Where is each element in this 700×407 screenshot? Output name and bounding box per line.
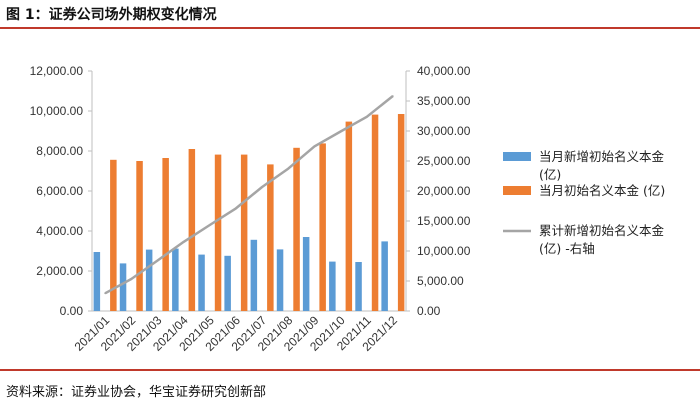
cumulative-point bbox=[313, 145, 316, 148]
right-tick-label: 35,000.00 bbox=[417, 94, 471, 108]
right-tick-label: 40,000.00 bbox=[417, 64, 471, 78]
right-tick-label: 25,000.00 bbox=[417, 154, 471, 168]
bar-new bbox=[93, 252, 101, 311]
cumulative-point bbox=[339, 130, 342, 133]
cumulative-line bbox=[104, 95, 394, 295]
bar-initial bbox=[110, 159, 117, 311]
bar-new bbox=[302, 237, 310, 311]
cumulative-point bbox=[156, 259, 159, 262]
left-tick-label: 4,000.00 bbox=[36, 224, 83, 238]
bar-new bbox=[276, 249, 284, 311]
right-tick-label: 0.00 bbox=[417, 304, 441, 318]
source-note: 资料来源：证券业协会，华宝证券研究创新部 bbox=[6, 385, 267, 400]
bar-initial bbox=[293, 147, 300, 311]
bar-new bbox=[224, 255, 231, 311]
bar-initial bbox=[371, 114, 379, 311]
bar-initial bbox=[397, 114, 405, 311]
legend-label: (亿) -右轴 bbox=[539, 241, 595, 256]
bar-new bbox=[172, 248, 179, 311]
legend-label: 当月初始名义本金 (亿) bbox=[539, 183, 665, 198]
left-tick-label: 0.00 bbox=[60, 304, 84, 318]
cumulative-point bbox=[366, 116, 368, 118]
cumulative-point bbox=[392, 95, 394, 97]
bar-new bbox=[381, 241, 388, 311]
left-tick-label: 2,000.00 bbox=[36, 264, 83, 278]
bar-initial bbox=[240, 154, 248, 311]
bar-new bbox=[250, 239, 258, 311]
figure-title: 图 1：证券公司场外期权变化情况 bbox=[6, 7, 217, 23]
left-tick-label: 6,000.00 bbox=[36, 184, 83, 198]
legend-label: (亿) bbox=[539, 167, 561, 182]
legend-label: 累计新增初始名义本金 bbox=[539, 223, 665, 238]
bar-initial bbox=[345, 121, 353, 311]
right-tick-label: 5,000.00 bbox=[417, 274, 464, 288]
cumulative-point bbox=[261, 186, 263, 188]
left-tick-label: 10,000.00 bbox=[30, 104, 84, 118]
bar-new bbox=[119, 263, 127, 311]
right-tick-label: 15,000.00 bbox=[417, 214, 471, 228]
top-divider bbox=[0, 27, 700, 29]
legend-label: 当月新增初始名义本金 bbox=[539, 149, 665, 164]
bar-new bbox=[198, 254, 205, 311]
bar-initial bbox=[188, 149, 196, 311]
legend-swatch bbox=[503, 186, 531, 195]
line-group bbox=[104, 95, 394, 295]
cumulative-point bbox=[209, 224, 211, 226]
bar-initial bbox=[162, 158, 169, 311]
legend-swatch bbox=[503, 152, 531, 161]
left-tick-label: 8,000.00 bbox=[36, 144, 83, 158]
right-tick-label: 30,000.00 bbox=[417, 124, 471, 138]
left-tick-label: 12,000.00 bbox=[30, 64, 84, 78]
bar-new bbox=[145, 249, 153, 311]
chart: 0.00 2,000.00 4,000.00 6,000.00 8,000.00 10,0… bbox=[30, 64, 666, 354]
cumulative-point bbox=[130, 278, 133, 280]
right-tick-label: 20,000.00 bbox=[417, 184, 471, 198]
cumulative-point bbox=[104, 292, 106, 295]
bar-new bbox=[355, 262, 362, 311]
cumulative-point bbox=[287, 167, 290, 170]
bar-initial bbox=[214, 154, 222, 311]
bars-group bbox=[93, 114, 405, 311]
bar-new bbox=[329, 261, 336, 311]
bar-initial bbox=[267, 164, 274, 311]
right-tick-label: 10,000.00 bbox=[417, 244, 471, 258]
bar-initial bbox=[136, 161, 143, 311]
bar-initial bbox=[319, 143, 326, 311]
cumulative-point bbox=[182, 241, 185, 243]
legend: 当月新增初始名义本金 (亿)当月初始名义本金 (亿) 累计新增初始名义本金 (亿) -… bbox=[503, 149, 665, 256]
bottom-divider bbox=[0, 369, 700, 371]
cumulative-point bbox=[235, 207, 237, 210]
